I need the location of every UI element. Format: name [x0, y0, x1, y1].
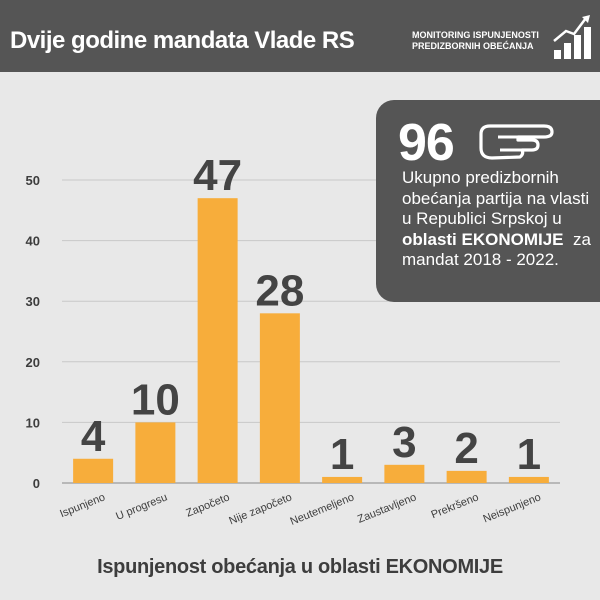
x-tick-label: Neispunjeno — [481, 491, 542, 525]
bar — [446, 470, 487, 483]
bar — [322, 476, 363, 483]
y-tick-label: 40 — [26, 234, 40, 249]
rising-bars-icon — [553, 15, 591, 59]
bar-value-label: 47 — [193, 151, 242, 200]
x-tick-label: U progresu — [114, 491, 169, 523]
header-bar: Dvije godine mandata Vlade RS MONITORING… — [0, 0, 600, 72]
bar — [384, 464, 425, 483]
bar — [508, 476, 549, 483]
total-promises-number: 96 — [398, 114, 455, 172]
y-tick-label: 10 — [26, 415, 40, 430]
page-title: Dvije godine mandata Vlade RS — [10, 27, 355, 54]
x-tick-label: Prekršeno — [429, 491, 480, 521]
x-tick-label: Započeto — [184, 491, 231, 519]
bar — [135, 422, 176, 483]
monitoring-tag-line-2: PREDIZBORNIH OBEĆANJA — [412, 41, 534, 51]
y-tick-label: 20 — [26, 355, 40, 370]
stats-panel — [376, 100, 600, 302]
bar-value-label: 4 — [81, 412, 106, 461]
bar-value-label: 28 — [255, 266, 304, 315]
y-tick-label: 30 — [26, 294, 40, 309]
y-tick-label: 0 — [33, 476, 40, 491]
stats-text-bold: oblasti EKONOMIJE — [402, 229, 564, 249]
bar — [73, 458, 114, 483]
y-tick-label: 50 — [26, 173, 40, 188]
pointing-hand-icon — [479, 124, 554, 160]
bar-value-label: 2 — [454, 424, 478, 473]
stats-text-part-1: Ukupno predizbornih obećanja partija na … — [402, 168, 590, 228]
x-tick-label: Zaustavljeno — [356, 491, 418, 525]
stats-description: Ukupno predizbornih obećanja partija na … — [402, 168, 600, 271]
monitoring-tag: MONITORING ISPUNJENOSTI PREDIZBORNIH OBE… — [412, 30, 548, 52]
chart-title: Ispunjenost obećanja u oblasti EKONOMIJE — [97, 556, 503, 578]
bar-value-label: 10 — [131, 375, 180, 424]
bar-value-label: 1 — [517, 430, 541, 479]
stats-text-part-2: za mandat 2018 - 2022. — [402, 229, 591, 270]
bar-value-label: 1 — [330, 430, 354, 479]
x-tick-label: Nije započeto — [227, 491, 293, 527]
bar — [197, 198, 238, 483]
bar — [259, 313, 300, 483]
monitoring-tag-line-1: MONITORING ISPUNJENOSTI — [412, 30, 539, 40]
x-tick-label: Ispunjeno — [58, 491, 107, 520]
bar-value-label: 3 — [392, 418, 416, 467]
x-tick-label: Neutemeljeno — [289, 491, 356, 528]
